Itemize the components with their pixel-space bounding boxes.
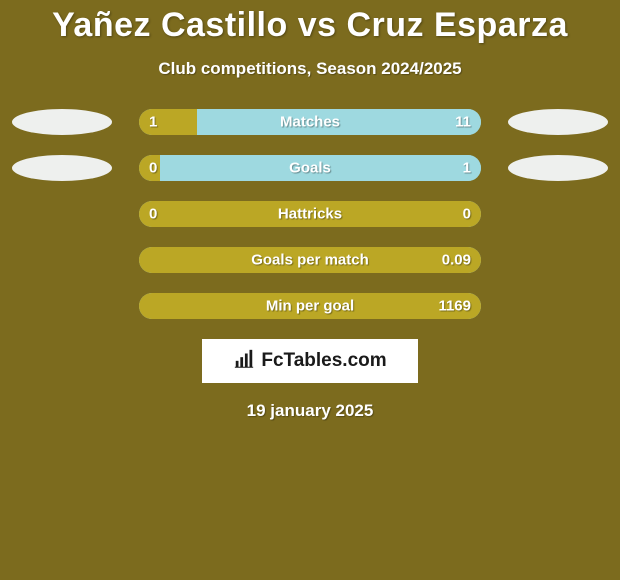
stat-row: 0 Hattricks 0 xyxy=(0,201,620,227)
stat-label: Goals xyxy=(289,160,331,177)
bar-fill-left xyxy=(139,109,197,135)
subtitle: Club competitions, Season 2024/2025 xyxy=(0,59,620,79)
stat-rows: 1 Matches 11 0 Goals 1 0 Hattricks 0 Goals per ma… xyxy=(0,109,620,319)
player-oval-left xyxy=(12,109,112,135)
stat-bar: 0 Goals 1 xyxy=(139,155,481,181)
stat-label: Matches xyxy=(280,114,340,131)
stat-left-value: 0 xyxy=(149,206,157,223)
logo-box: FcTables.com xyxy=(202,339,418,383)
stat-bar: 0 Hattricks 0 xyxy=(139,201,481,227)
stat-right-value: 1 xyxy=(463,160,471,177)
stat-row: 0 Goals 1 xyxy=(0,155,620,181)
stat-left-value: 1 xyxy=(149,114,157,131)
logo-text: FcTables.com xyxy=(261,350,386,372)
chart-icon xyxy=(233,348,255,375)
player-oval-right xyxy=(508,109,608,135)
page-title: Yañez Castillo vs Cruz Esparza xyxy=(0,0,620,45)
stat-label: Hattricks xyxy=(278,206,342,223)
stat-row: 1 Matches 11 xyxy=(0,109,620,135)
stat-bar: Min per goal 1169 xyxy=(139,293,481,319)
stat-right-value: 1169 xyxy=(438,298,471,315)
comparison-card: Yañez Castillo vs Cruz Esparza Club comp… xyxy=(0,0,620,580)
player-oval-left xyxy=(12,155,112,181)
stat-label: Min per goal xyxy=(266,298,354,315)
stat-bar: Goals per match 0.09 xyxy=(139,247,481,273)
player-oval-right xyxy=(508,155,608,181)
stat-right-value: 0.09 xyxy=(442,252,471,269)
stat-row: Min per goal 1169 xyxy=(0,293,620,319)
stat-left-value: 0 xyxy=(149,160,157,177)
stat-right-value: 11 xyxy=(455,114,471,131)
stat-label: Goals per match xyxy=(251,252,369,269)
stat-bar: 1 Matches 11 xyxy=(139,109,481,135)
date-text: 19 january 2025 xyxy=(0,401,620,421)
stat-row: Goals per match 0.09 xyxy=(0,247,620,273)
stat-right-value: 0 xyxy=(463,206,471,223)
